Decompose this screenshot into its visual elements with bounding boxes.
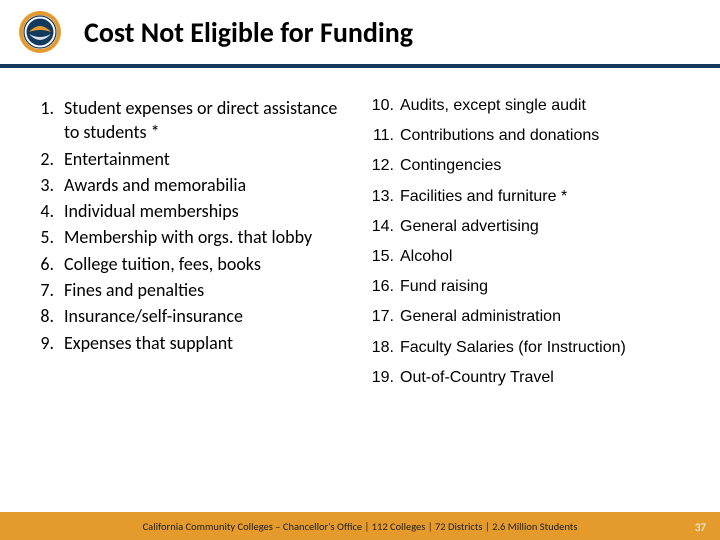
ccc-logo-icon (18, 10, 62, 54)
item-text: Insurance/self-insurance (64, 304, 350, 328)
item-text: Alcohol (400, 247, 690, 266)
item-number: 3. (30, 173, 54, 197)
list-item: 17. General administration (370, 307, 690, 326)
item-text: Audits, except single audit (400, 96, 690, 115)
list-item: 7. Fines and penalties (30, 278, 350, 302)
item-number: 7. (30, 278, 54, 302)
list-item: 14. General advertising (370, 217, 690, 236)
list-item: 11. Contributions and donations (370, 126, 690, 145)
item-number: 14. (370, 217, 394, 236)
item-text: Expenses that supplant (64, 331, 350, 355)
list-item: 6. College tuition, fees, books (30, 252, 350, 276)
slide-header: Cost Not Eligible for Funding (0, 0, 720, 68)
item-number: 13. (370, 187, 394, 206)
list-item: 10. Audits, except single audit (370, 96, 690, 115)
item-text: Faculty Salaries (for Instruction) (400, 338, 690, 357)
item-text: Facilities and furniture * (400, 187, 690, 206)
list-item: 18. Faculty Salaries (for Instruction) (370, 338, 690, 357)
item-number: 6. (30, 252, 54, 276)
footer-text: California Community Colleges – Chancell… (143, 520, 578, 533)
item-text: Fines and penalties (64, 278, 350, 302)
item-text: Contributions and donations (400, 126, 690, 145)
right-column: 10. Audits, except single audit 11. Contri… (370, 96, 690, 398)
list-item: 12. Contingencies (370, 156, 690, 175)
item-number: 9. (30, 331, 54, 355)
slide-content: 1. Student expenses or direct assistance … (0, 68, 720, 398)
item-text: Awards and memorabilia (64, 173, 350, 197)
item-text: Student expenses or direct assistance to… (64, 96, 350, 145)
item-number: 2. (30, 147, 54, 171)
item-text: General administration (400, 307, 690, 326)
item-number: 19. (370, 368, 394, 387)
list-item: 2. Entertainment (30, 147, 350, 171)
list-item: 5. Membership with orgs. that lobby (30, 225, 350, 249)
left-column: 1. Student expenses or direct assistance … (30, 96, 350, 398)
page-number: 37 (695, 521, 706, 534)
list-item: 8. Insurance/self-insurance (30, 304, 350, 328)
item-text: Individual memberships (64, 199, 350, 223)
item-number: 10. (370, 96, 394, 115)
list-item: 13. Facilities and furniture * (370, 187, 690, 206)
slide-title: Cost Not Eligible for Funding (84, 15, 413, 50)
item-text: Contingencies (400, 156, 690, 175)
item-number: 8. (30, 304, 54, 328)
item-text: College tuition, fees, books (64, 252, 350, 276)
item-text: Out-of-Country Travel (400, 368, 690, 387)
item-number: 15. (370, 247, 394, 266)
slide-footer: California Community Colleges – Chancell… (0, 512, 720, 540)
item-text: Fund raising (400, 277, 690, 296)
item-number: 17. (370, 307, 394, 326)
item-number: 11. (370, 126, 394, 145)
list-item: 4. Individual memberships (30, 199, 350, 223)
item-text: Membership with orgs. that lobby (64, 225, 350, 249)
item-text: General advertising (400, 217, 690, 236)
list-item: 15. Alcohol (370, 247, 690, 266)
item-number: 12. (370, 156, 394, 175)
list-item: 16. Fund raising (370, 277, 690, 296)
item-text: Entertainment (64, 147, 350, 171)
list-item: 1. Student expenses or direct assistance … (30, 96, 350, 145)
list-item: 19. Out-of-Country Travel (370, 368, 690, 387)
list-item: 9. Expenses that supplant (30, 331, 350, 355)
item-number: 4. (30, 199, 54, 223)
list-item: 3. Awards and memorabilia (30, 173, 350, 197)
item-number: 16. (370, 277, 394, 296)
item-number: 1. (30, 96, 54, 120)
item-number: 5. (30, 225, 54, 249)
item-number: 18. (370, 338, 394, 357)
